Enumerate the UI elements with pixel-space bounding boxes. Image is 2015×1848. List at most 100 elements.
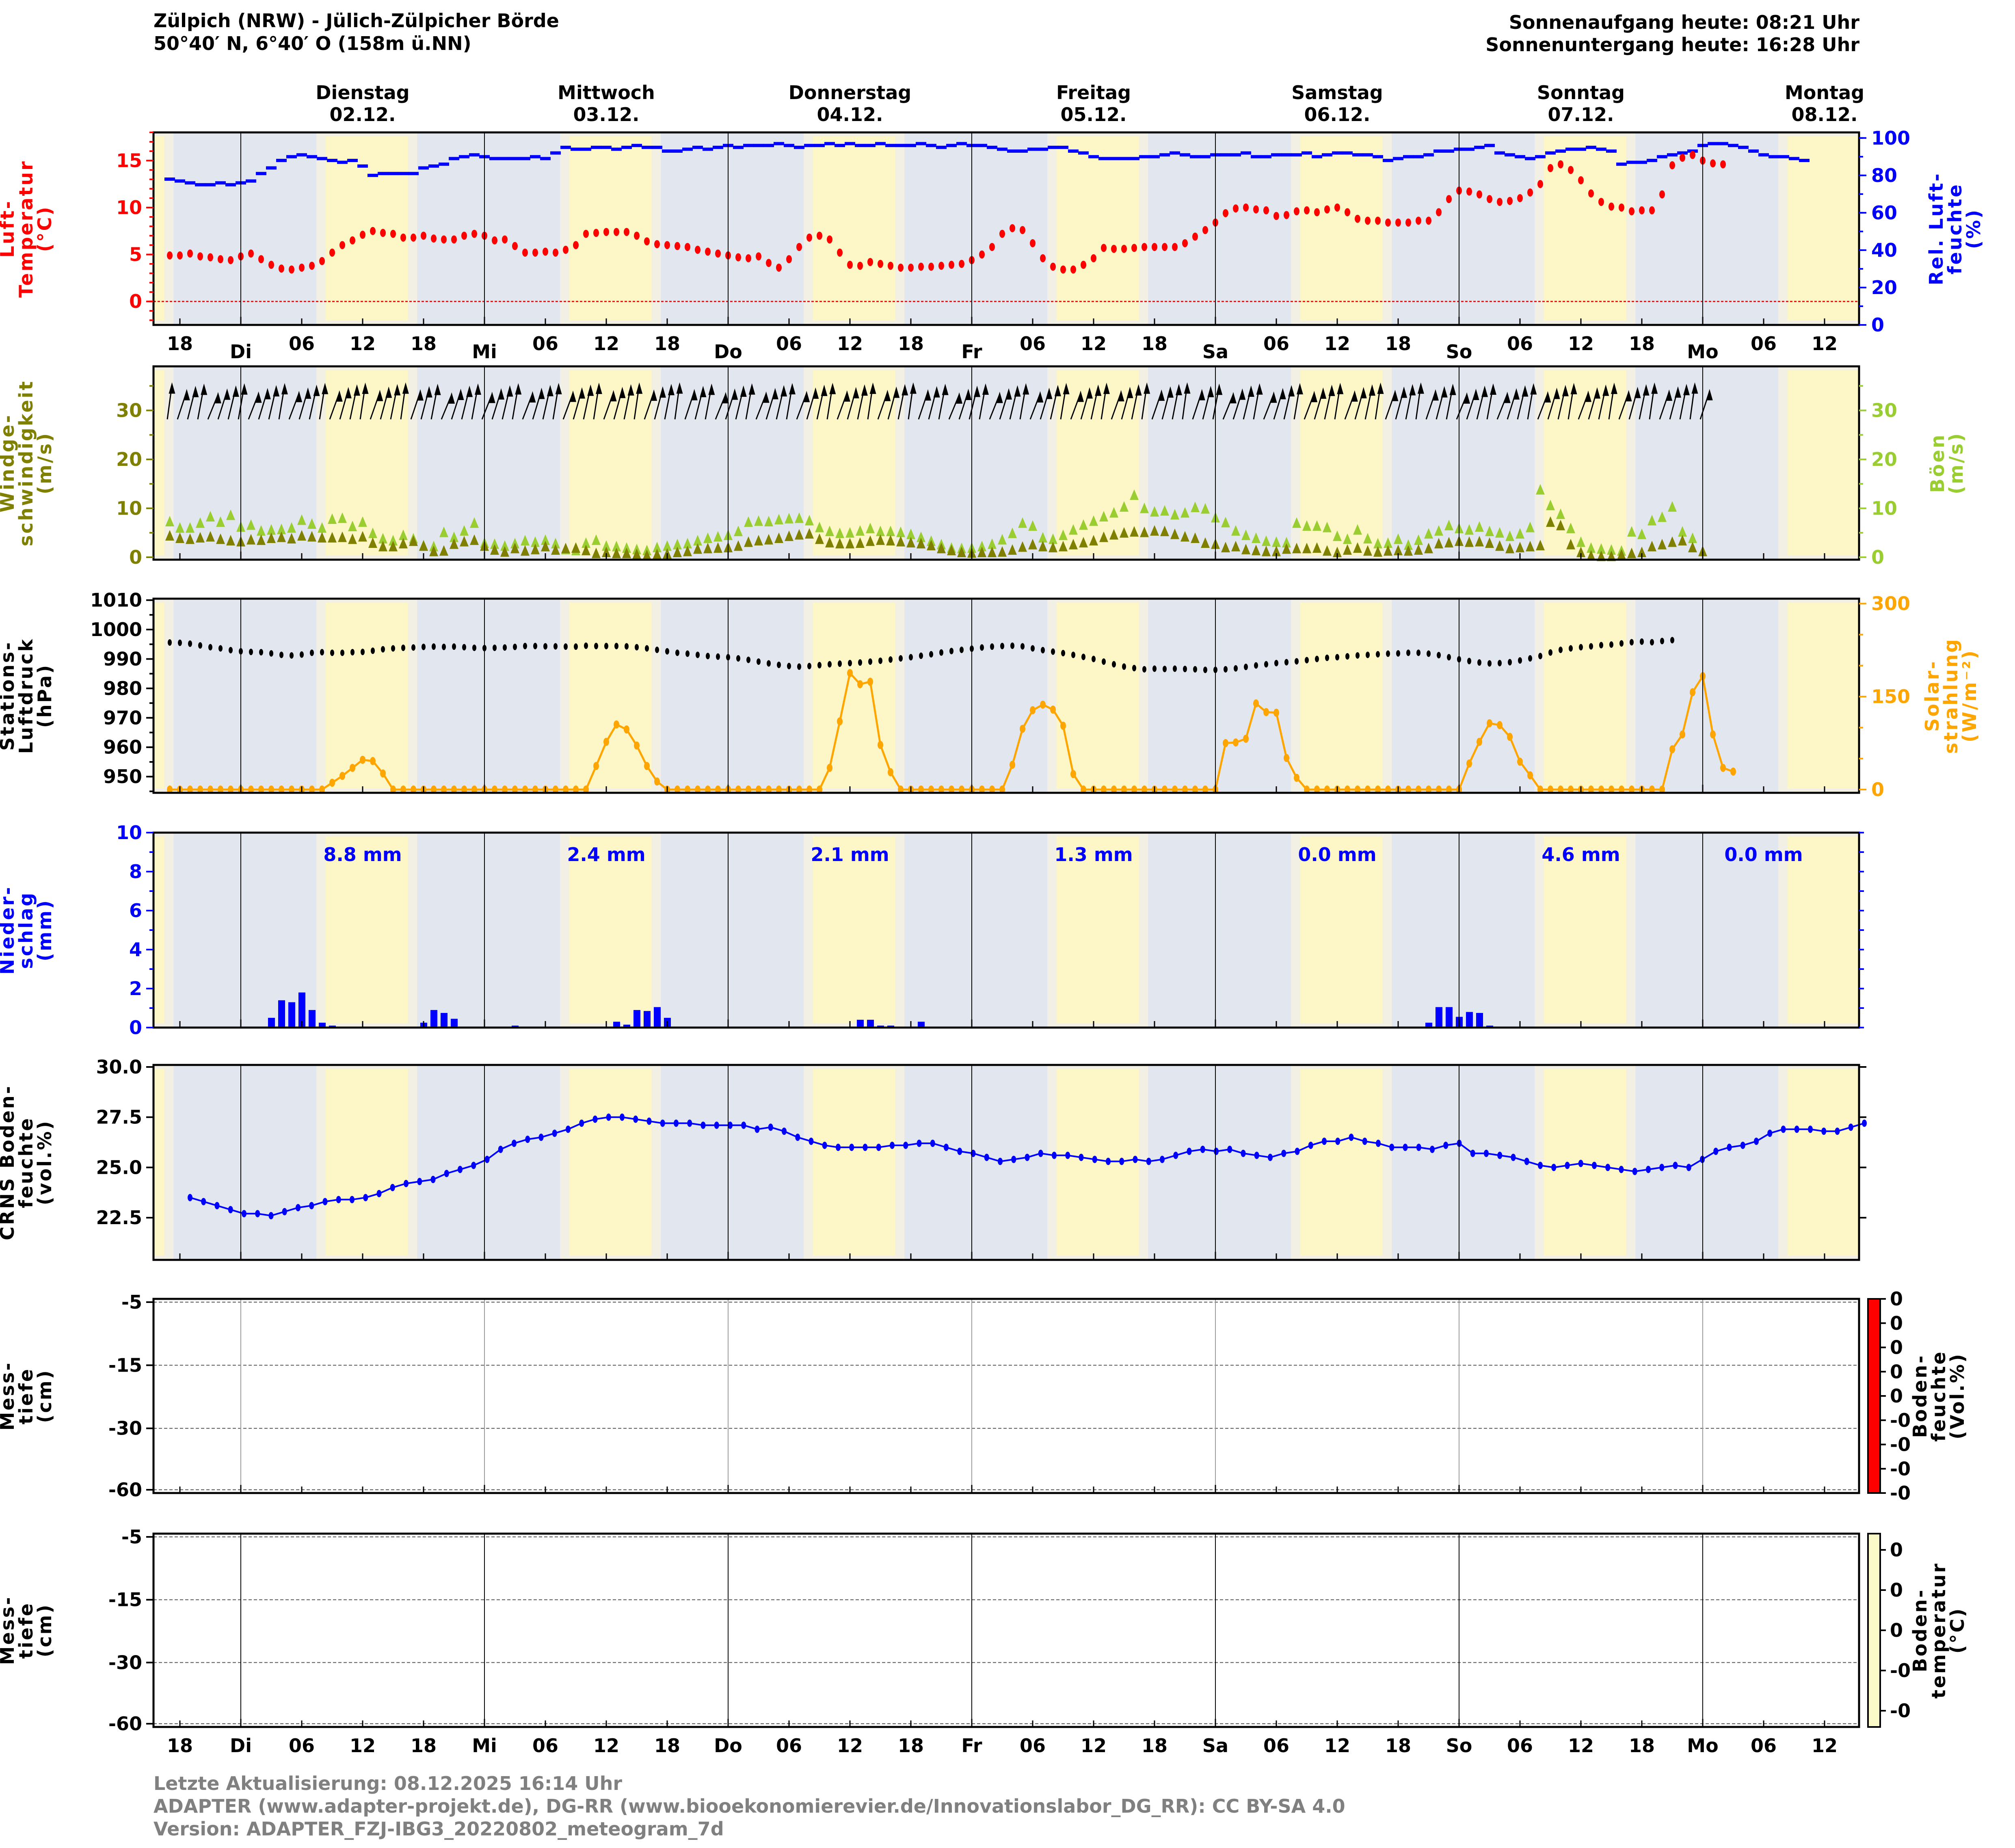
svg-text:-15: -15 <box>108 1589 142 1611</box>
precip-bar <box>430 1010 437 1028</box>
temperature-marker <box>512 242 518 250</box>
svg-text:Nieder-: Nieder- <box>0 885 18 974</box>
temperature-marker <box>289 265 294 274</box>
precip-bar <box>288 1002 295 1028</box>
wind-marker <box>703 543 712 554</box>
wind-marker <box>1353 542 1362 553</box>
wind-marker <box>774 532 783 543</box>
colorbar <box>1867 1533 1881 1728</box>
gust-marker <box>673 539 682 550</box>
temperature-marker <box>1172 243 1178 251</box>
temperature-marker <box>1395 218 1401 227</box>
gust-marker <box>389 535 398 546</box>
wind-marker <box>318 532 326 543</box>
temperature-marker <box>918 262 924 271</box>
temperature-marker <box>1416 216 1421 225</box>
gust-marker <box>805 515 814 526</box>
svg-text:0: 0 <box>1871 546 1884 568</box>
gust-marker <box>1069 524 1078 535</box>
gust-marker <box>734 526 743 537</box>
wind-marker <box>1637 546 1646 557</box>
wind-marker <box>734 540 743 551</box>
gust-marker <box>886 526 895 537</box>
svg-text:(m/s): (m/s) <box>1945 432 1967 494</box>
humidity-marker <box>824 142 835 145</box>
temperature-marker <box>1365 216 1371 225</box>
wind-marker <box>886 535 895 546</box>
svg-text:12: 12 <box>350 1735 376 1757</box>
precip-bar <box>298 992 305 1028</box>
daily-precip-total: 1.3 mm <box>1054 844 1133 866</box>
gust-marker <box>378 533 387 544</box>
humidity-marker <box>682 147 693 151</box>
svg-text:Do: Do <box>714 1735 742 1757</box>
humidity-marker <box>692 145 703 149</box>
wind-marker <box>1089 535 1098 546</box>
wind-marker <box>1516 541 1524 552</box>
day-header-date: 04.12. <box>817 104 883 126</box>
temperature-marker <box>1537 180 1543 188</box>
humidity-marker <box>1251 155 1261 158</box>
gust-marker <box>186 522 195 533</box>
gust-marker <box>1384 537 1392 548</box>
svg-text:12: 12 <box>837 333 863 355</box>
svg-text:0: 0 <box>1871 314 1884 336</box>
gust-marker <box>521 535 530 546</box>
pressure-marker <box>1224 666 1228 673</box>
humidity-marker <box>1302 151 1312 155</box>
svg-text:06: 06 <box>1263 1735 1289 1757</box>
pressure-marker <box>757 658 761 665</box>
humidity-marker <box>845 142 855 145</box>
svg-text:-0: -0 <box>1890 1458 1911 1480</box>
temperature-marker <box>553 248 558 257</box>
gust-marker <box>1526 522 1535 532</box>
svg-text:12: 12 <box>1568 333 1594 355</box>
wind-marker <box>1049 541 1057 552</box>
svg-text:6: 6 <box>129 900 142 922</box>
humidity-marker <box>662 149 672 153</box>
precip-bar <box>319 1023 326 1028</box>
svg-text:Luftdruck: Luftdruck <box>15 638 37 754</box>
svg-text:18: 18 <box>1385 333 1411 355</box>
gust-marker <box>602 540 611 551</box>
pressure-marker <box>1650 639 1654 646</box>
svg-text:30.0: 30.0 <box>96 1056 143 1078</box>
wind-marker <box>582 545 590 556</box>
pressure-marker <box>746 656 750 663</box>
wind-marker <box>1323 545 1332 556</box>
pressure-marker <box>919 652 923 659</box>
precip-bar <box>623 1024 630 1028</box>
gust-marker <box>1536 484 1545 495</box>
humidity-marker <box>489 157 500 160</box>
temperature-marker <box>1426 216 1431 225</box>
temperature-marker <box>1548 164 1553 172</box>
gust-marker <box>1465 524 1474 535</box>
humidity-marker <box>1271 153 1282 157</box>
temperature-marker <box>1405 218 1411 227</box>
gust-marker <box>1231 525 1240 536</box>
gust-marker <box>257 525 266 536</box>
pressure-marker <box>614 643 618 649</box>
temperature-marker <box>187 249 193 258</box>
gust-marker <box>1160 505 1169 516</box>
svg-text:12: 12 <box>593 1735 619 1757</box>
wind-marker <box>439 545 448 556</box>
pressure-marker <box>1386 650 1390 657</box>
gust-marker <box>663 540 672 551</box>
wind-marker <box>186 533 195 544</box>
svg-text:06: 06 <box>1020 1735 1046 1757</box>
svg-text:12: 12 <box>1081 333 1107 355</box>
temperature-marker <box>1558 160 1563 169</box>
pressure-marker <box>1589 643 1593 650</box>
pressure-marker <box>1051 648 1055 655</box>
gust-marker <box>246 519 255 530</box>
humidity-marker <box>540 157 551 160</box>
gust-marker <box>1505 530 1514 541</box>
svg-text:60: 60 <box>1871 202 1897 224</box>
humidity-marker <box>1332 151 1343 155</box>
humidity-marker <box>956 142 967 145</box>
humidity-marker <box>530 155 541 158</box>
pressure-marker <box>1142 666 1146 673</box>
wind-marker <box>460 536 469 547</box>
gust-marker <box>1028 520 1037 531</box>
